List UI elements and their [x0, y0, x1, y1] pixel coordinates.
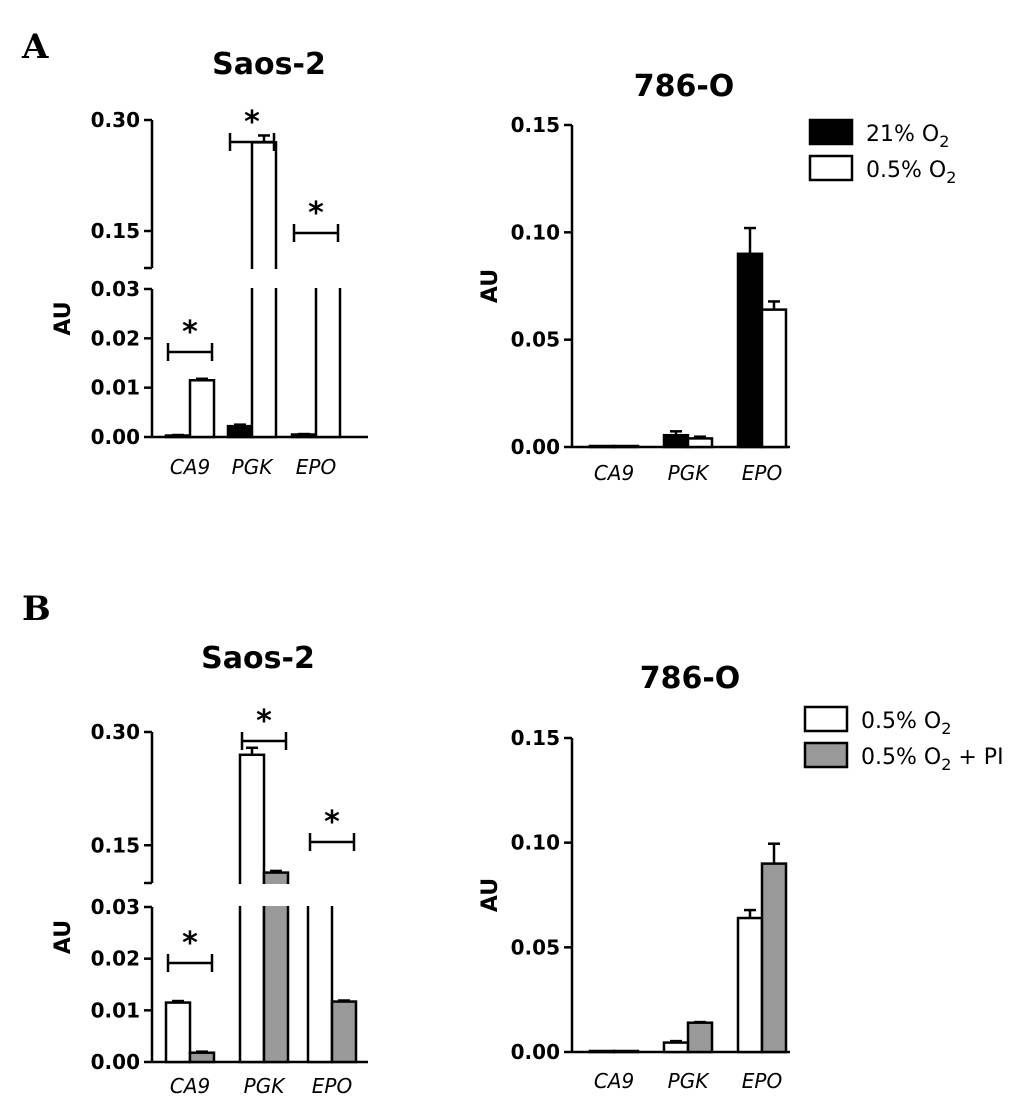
x-tick-label: CA9	[170, 455, 210, 479]
axis-break-gap	[313, 269, 343, 288]
bar-ca9-series-1	[188, 1051, 216, 1064]
y-tick-label: 0.03	[91, 277, 140, 301]
legend-label: 21% O2	[866, 122, 949, 151]
y-tick-label: 0.30	[91, 720, 140, 744]
bar-epo-series-1	[760, 308, 788, 449]
chart-a-saos2: Saos-2 AU 0.00 0.01 0.02 0.03 0.15 0.30 CA9 PGK EP…	[51, 47, 368, 479]
axis-break-gap	[305, 884, 335, 906]
y-tick-label: 0.01	[91, 376, 140, 400]
legend-label-text: 0.5% O	[861, 745, 941, 770]
y-axis-label: AU	[478, 269, 503, 303]
legend-swatch	[803, 741, 849, 769]
bar-pgk-series-1	[686, 437, 714, 449]
x-tick-label: CA9	[594, 1069, 634, 1093]
bar-pgk-series-1	[686, 1021, 714, 1054]
bar-ca9-series-1	[188, 379, 216, 439]
x-tick-label: CA9	[170, 1074, 210, 1098]
y-tick-label: 0.30	[91, 108, 140, 132]
bar-epo-series-1	[314, 277, 342, 439]
y-tick-label: 0.02	[91, 947, 140, 971]
y-tick-label: 0.15	[511, 113, 560, 137]
panel-letter-b: B	[22, 589, 51, 629]
bar-epo-series-0	[736, 916, 764, 1054]
legend-label-text: 0.5% O	[866, 158, 946, 183]
y-tick-label: 0.00	[91, 425, 140, 449]
y-tick-label: 0.10	[511, 831, 560, 855]
x-tick-label: PGK	[668, 1069, 711, 1093]
chart-title: 786-O	[634, 69, 735, 104]
x-tick-label: PGK	[232, 455, 275, 479]
y-axis-label: AU	[51, 301, 76, 335]
legend-label: 0.5% O2 + PI	[861, 745, 1004, 774]
y-tick-label: 0.00	[511, 435, 560, 459]
axis-break-gap	[261, 884, 291, 906]
chart-title: 786-O	[640, 661, 741, 696]
y-tick-label: 0.03	[91, 895, 140, 919]
significance-star: *	[324, 805, 340, 840]
legend-label: 0.5% O2	[866, 158, 956, 187]
axis-break-gap	[237, 884, 267, 906]
bar-epo-series-1	[760, 862, 788, 1054]
y-tick-label: 0.15	[91, 219, 140, 243]
bar-epo-series-0	[306, 892, 334, 1064]
y-tick-label: 0.05	[511, 935, 560, 959]
panel-letter-a: A	[21, 27, 49, 67]
y-tick-label: 0.01	[91, 998, 140, 1022]
y-axis-label: AU	[51, 920, 76, 954]
significance-star: *	[182, 926, 198, 961]
bar-pgk-series-0	[226, 424, 254, 439]
axis-break-gap	[249, 269, 279, 288]
bar-pgk-series-0	[662, 1041, 690, 1054]
legend-label-text: 0.5% O	[861, 709, 941, 734]
x-tick-label: EPO	[742, 461, 782, 485]
significance-star: *	[308, 196, 324, 231]
y-tick-label: 0.10	[511, 220, 560, 244]
legend-label: 0.5% O2	[861, 709, 951, 738]
legend-label-suffix: + PI	[951, 745, 1003, 770]
bar-pgk-series-0	[238, 753, 266, 1064]
x-tick-label: PGK	[244, 1074, 287, 1098]
legend-label-subscript: 2	[941, 719, 951, 738]
y-tick-label: 0.02	[91, 326, 140, 350]
legend-swatch	[808, 154, 854, 182]
legend-label-subscript: 2	[946, 168, 956, 187]
x-tick-label: CA9	[594, 461, 634, 485]
bar-pgk-series-0	[662, 433, 690, 449]
legend-label-subscript: 2	[941, 755, 951, 774]
significance-star: *	[256, 704, 272, 739]
significance-star: *	[182, 315, 198, 350]
chart-title: Saos-2	[212, 47, 326, 82]
x-tick-label: EPO	[312, 1074, 352, 1098]
significance-star: *	[244, 105, 260, 140]
y-axis-label: AU	[478, 878, 503, 912]
x-tick-label: PGK	[668, 461, 711, 485]
x-tick-label: EPO	[742, 1069, 782, 1093]
y-tick-label: 0.00	[511, 1040, 560, 1064]
bar-epo-series-1	[330, 1000, 358, 1064]
y-tick-label: 0.05	[511, 328, 560, 352]
y-tick-label: 0.15	[511, 726, 560, 750]
bar-ca9-series-0	[164, 1001, 192, 1064]
legend-swatch	[803, 705, 849, 733]
bar-epo-series-0	[736, 252, 764, 449]
bar-pgk-series-1	[250, 141, 278, 439]
legend-label-subscript: 2	[939, 132, 949, 151]
y-tick-label: 0.15	[91, 833, 140, 857]
x-tick-label: EPO	[296, 455, 336, 479]
legend-swatch	[808, 118, 854, 146]
chart-title: Saos-2	[201, 641, 315, 676]
chart-b-saos2: Saos-2 AU 0.00 0.01 0.02 0.03 0.15 0.30 CA9 PGK EP…	[51, 641, 368, 1098]
y-tick-label: 0.00	[91, 1050, 140, 1074]
legend-label-text: 21% O	[866, 122, 939, 147]
